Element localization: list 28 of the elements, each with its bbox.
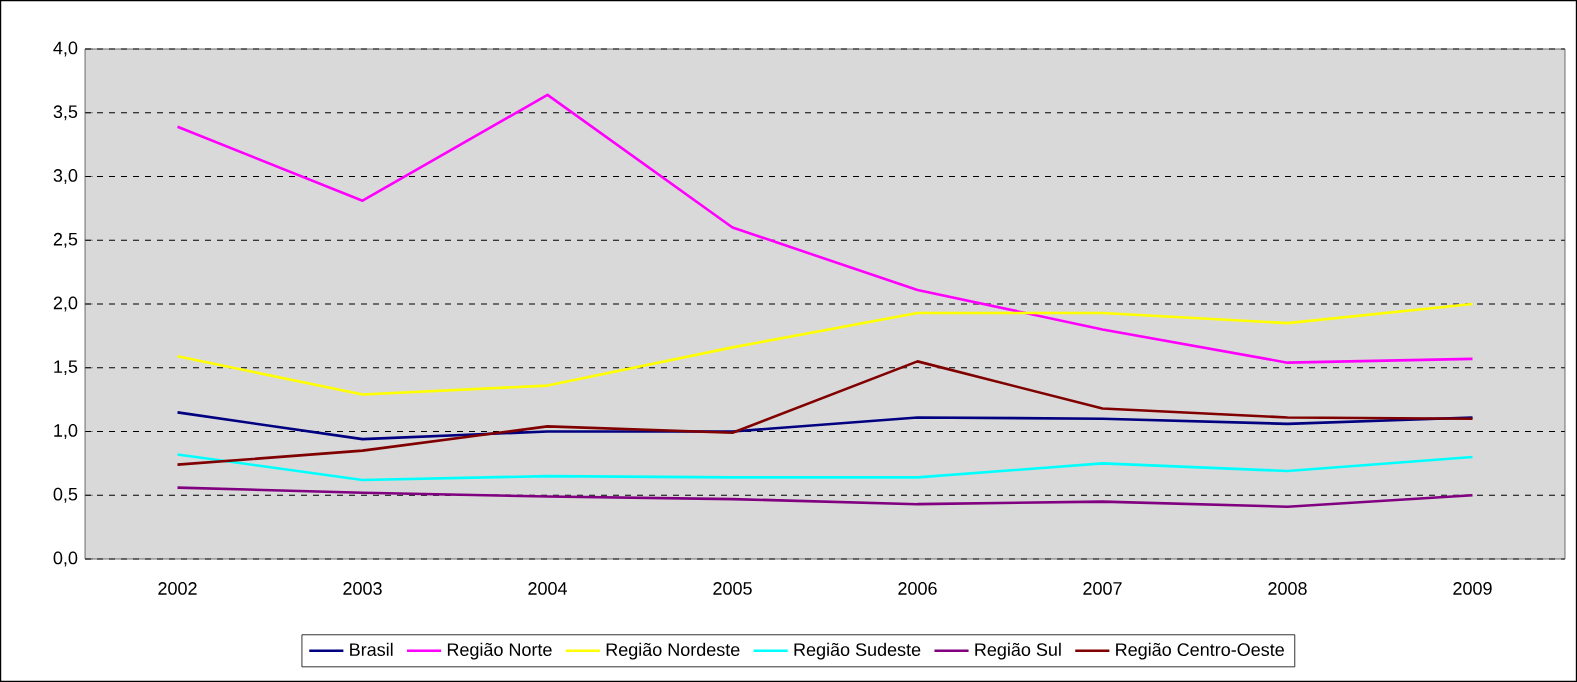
- y-tick-label: 1,0: [54, 424, 78, 439]
- line-series: [176, 453, 1474, 482]
- x-tick-label: 2004: [528, 582, 567, 595]
- line-series: [176, 93, 1474, 364]
- y-tick-label: 3,0: [53, 169, 78, 184]
- x-tick-label: 2007: [1083, 582, 1122, 595]
- line-series: [176, 486, 1474, 509]
- y-tick-label: 2,0: [53, 296, 78, 312]
- line-series: [176, 360, 1474, 466]
- x-tick-label: 2009: [1453, 582, 1492, 595]
- x-tick-label: 2008: [1268, 582, 1307, 595]
- legend-label: Região Sudeste: [794, 642, 921, 660]
- y-tick-label: 0,0: [53, 551, 78, 567]
- x-tick-label: 2003: [343, 582, 382, 595]
- x-tick-label: 2002: [158, 582, 197, 595]
- y-tick-label: 4,0: [53, 41, 78, 57]
- y-tick-label: 3,5: [53, 105, 78, 121]
- y-tick-label: 1,5: [54, 360, 78, 376]
- line-series: [176, 302, 1474, 396]
- x-tick-label: 2005: [713, 582, 752, 595]
- legend-label: Região Sul: [975, 642, 1061, 660]
- x-tick-label: 2006: [898, 582, 937, 595]
- y-tick-label: 0,5: [53, 487, 78, 503]
- legend-label: Região Nordeste: [606, 642, 740, 660]
- legend-label: Região Centro-Oeste: [1116, 642, 1284, 660]
- legend-label: Região Norte: [447, 642, 552, 660]
- legend-label: Brasil: [350, 642, 393, 657]
- y-tick-label: 2,5: [53, 232, 78, 248]
